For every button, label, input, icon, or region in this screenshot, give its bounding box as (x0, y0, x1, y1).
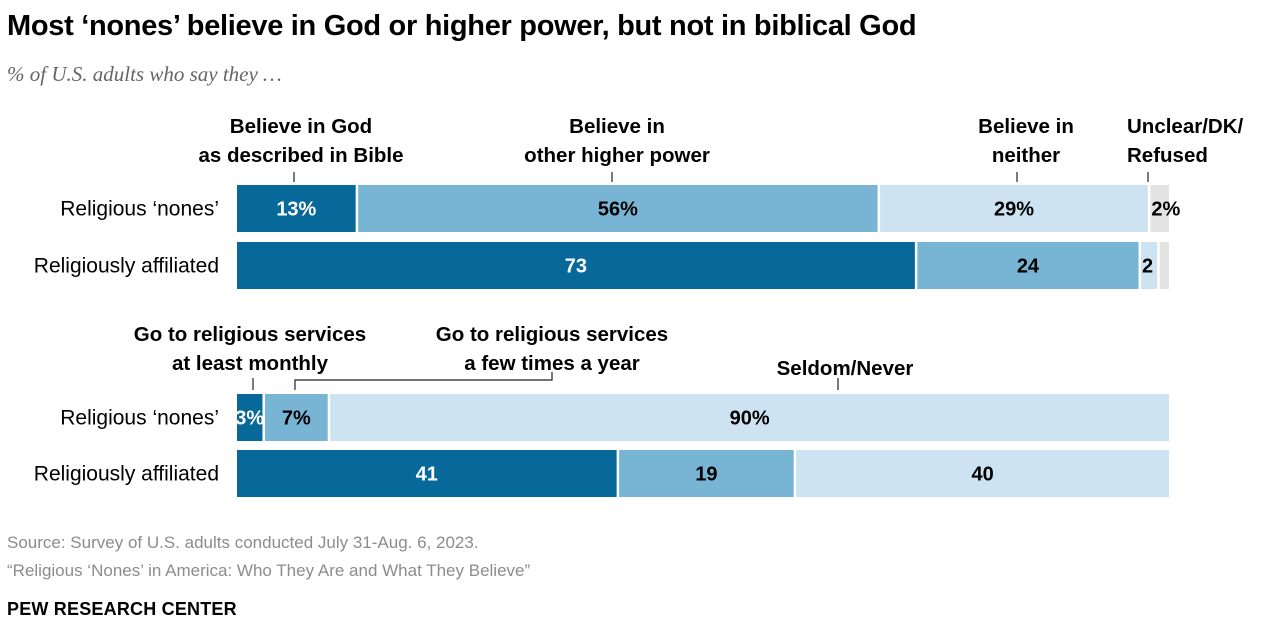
category-label: Religiously affiliated (34, 463, 219, 486)
bar-segment (358, 185, 878, 232)
bar-segment (237, 185, 356, 232)
bar-segment (1159, 242, 1169, 289)
bar-segment (1141, 242, 1158, 289)
bar-segment (1150, 185, 1169, 232)
chart-subtitle: % of U.S. adults who say they … (7, 62, 282, 86)
legend-label: Believe in (978, 115, 1074, 138)
data-label: 24 (1017, 256, 1040, 278)
legend-label: Believe in (569, 115, 665, 138)
data-label: 29% (994, 199, 1034, 221)
legend-label: Refused (1127, 144, 1208, 167)
organization-logo-text: PEW RESEARCH CENTER (7, 599, 237, 619)
report-title: “Religious ‘Nones’ in America: Who They … (7, 561, 531, 580)
legend-label: Seldom/Never (777, 357, 914, 380)
legend-label: as described in Bible (198, 144, 403, 167)
data-label: 41 (416, 464, 438, 486)
bar-segment (619, 450, 794, 497)
data-label: 19 (695, 464, 717, 486)
data-label: 3% (235, 408, 264, 430)
bar-segment (264, 394, 328, 441)
data-label: 2 (1142, 256, 1153, 278)
legend-label: at least monthly (172, 352, 329, 375)
bar-segment (796, 450, 1169, 497)
bar-segment (237, 394, 263, 441)
data-label: 73 (565, 256, 587, 278)
data-label: 2% (1151, 199, 1180, 221)
data-label: 7% (282, 408, 311, 430)
bar-segment (917, 242, 1139, 289)
category-label: Religious ‘nones’ (60, 198, 219, 221)
legend-label: Unclear/DK/ (1127, 115, 1244, 138)
legend-label: neither (992, 144, 1060, 167)
source-note: Source: Survey of U.S. adults conducted … (7, 533, 479, 552)
chart-title: Most ‘nones’ believe in God or higher po… (7, 10, 917, 42)
legend-label: Believe in God (230, 115, 372, 138)
legend-tick (294, 372, 553, 390)
bar-segment (237, 450, 617, 497)
legend-label: other higher power (524, 144, 710, 167)
legend-label: Go to religious services (134, 323, 366, 346)
bar-segment (237, 242, 915, 289)
legend-label: Go to religious services (436, 323, 668, 346)
data-label: 40 (971, 464, 993, 486)
legend-label: a few times a year (464, 352, 640, 375)
bar-segment (330, 394, 1169, 441)
bar-segment (880, 185, 1148, 232)
data-label: 13% (276, 199, 316, 221)
data-label: 56% (598, 199, 638, 221)
category-label: Religiously affiliated (34, 255, 219, 278)
category-label: Religious ‘nones’ (60, 407, 219, 430)
data-label: 90% (730, 408, 770, 430)
